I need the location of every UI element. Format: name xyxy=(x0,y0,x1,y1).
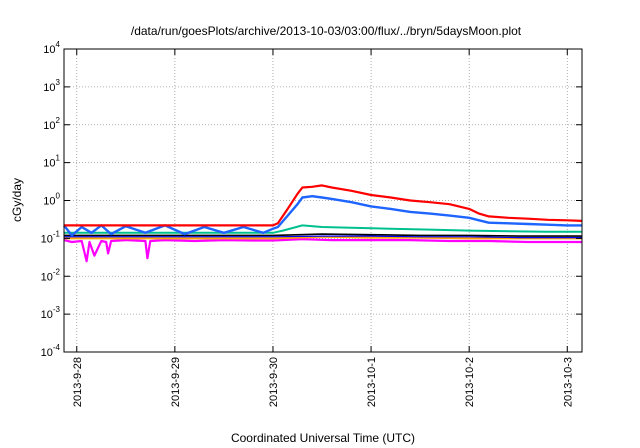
y-tick-label: 101 xyxy=(43,154,60,170)
x-axis-ticks: 2013-9-28 2013-9-29 2013-9-30 2013-10-1 2013… xyxy=(72,49,574,407)
x-tick-label: 2013-9-28 xyxy=(72,357,84,407)
y-tick-label: 10-3 xyxy=(41,305,61,321)
y-tick-label: 103 xyxy=(43,78,60,94)
series-line xyxy=(64,233,582,237)
y-axis-label: cGy/day xyxy=(10,178,24,222)
grid xyxy=(64,49,582,352)
x-tick-label: 2013-10-2 xyxy=(464,357,476,407)
series-line xyxy=(63,194,582,237)
x-tick-label: 2013-9-29 xyxy=(170,357,182,407)
y-tick-label: 104 xyxy=(43,40,60,56)
chart-title: /data/run/goesPlots/archive/2013-10-03/0… xyxy=(131,24,522,38)
series-line xyxy=(64,235,582,239)
series-line xyxy=(63,238,582,263)
x-tick-label: 2013-10-3 xyxy=(562,357,574,407)
y-tick-label: 100 xyxy=(43,192,60,208)
y-tick-label: 10-2 xyxy=(41,267,61,283)
series-line xyxy=(64,184,583,227)
x-tick-label: 2013-9-30 xyxy=(268,357,280,407)
y-tick-label: 102 xyxy=(43,116,60,132)
series-lines xyxy=(63,184,583,263)
y-axis-ticks: 10-4 10-3 10-2 10-1 100 101 102 103 104 xyxy=(41,40,582,359)
x-axis-label: Coordinated Universal Time (UTC) xyxy=(231,431,415,445)
x-tick-label: 2013-10-1 xyxy=(366,357,378,407)
series-line xyxy=(64,235,582,240)
y-tick-label: 10-1 xyxy=(41,229,61,245)
y-tick-label: 10-4 xyxy=(41,343,61,359)
